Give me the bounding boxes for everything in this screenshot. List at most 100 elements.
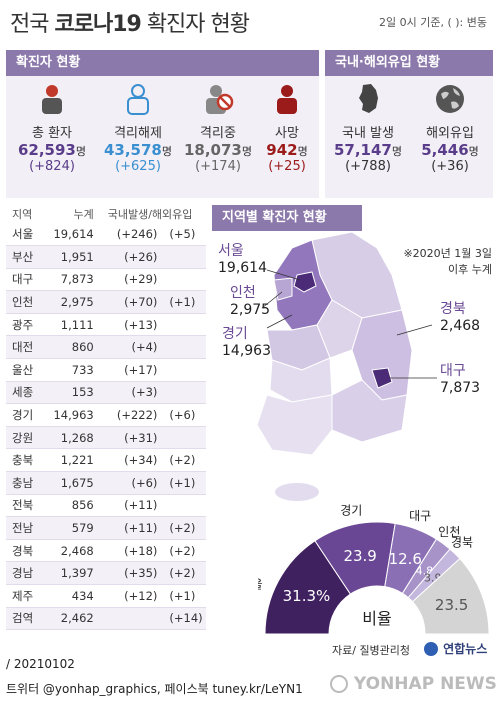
region-daegu	[371, 367, 393, 389]
table-row: 충북 1,221 (+34) (+2)	[6, 448, 206, 473]
total-cell: 14,963	[46, 403, 102, 427]
map-label-gyeongbuk: 경북 2,468	[440, 301, 481, 334]
korea-map	[256, 231, 437, 501]
ratio-slice-label: 31.3%	[283, 587, 331, 605]
domestic-cell: (+17)	[101, 358, 164, 382]
deceased-person-icon	[277, 85, 297, 114]
table-row: 전북 856 (+11)	[6, 494, 206, 518]
domestic-cell: (+222)	[101, 403, 164, 427]
total-cell: 153	[46, 381, 102, 405]
overseas-cell: (+2)	[163, 448, 206, 473]
total-cell: 1,397	[46, 561, 102, 585]
region-cell: 광주	[6, 313, 47, 337]
map-note: ※2020년 1월 3일 이후 누계	[403, 247, 492, 276]
ratio-slice-name: 경북	[451, 536, 473, 550]
total-cell: 856	[46, 494, 102, 518]
domestic-cell: (+6)	[101, 471, 164, 495]
region-jeonnam	[256, 394, 333, 456]
total-cell: 860	[46, 335, 102, 360]
map-label-seoul: 서울 19,614	[218, 243, 267, 276]
table-row: 서울 19,614 (+246) (+5)	[6, 223, 206, 247]
domestic-cell: (+11)	[101, 516, 164, 540]
region-cell: 부산	[6, 245, 47, 269]
region-cell: 경북	[6, 539, 47, 563]
ratio-slice-label: 12.6	[389, 550, 422, 568]
ratio-slice-name: 대구	[409, 509, 431, 523]
map-label-gyeonggi: 경기 14,963	[222, 326, 271, 359]
map-panel-header: 지역별 확진자 현황	[212, 205, 362, 231]
domestic-cell: (+246)	[101, 223, 164, 247]
ratio-slice-name: 인천	[438, 524, 460, 539]
domestic-cell: (+12)	[101, 584, 164, 608]
table-row: 충남 1,675 (+6) (+1)	[6, 471, 206, 495]
region-cell: 제주	[6, 584, 47, 608]
table-row: 대전 860 (+4)	[6, 335, 206, 360]
domestic-cell: (+35)	[101, 561, 164, 585]
table-row: 경기 14,963 (+222) (+6)	[6, 403, 206, 427]
ratio-slice-label: 23.5	[435, 596, 468, 614]
region-cell: 검역	[6, 607, 47, 631]
isolated-person-icon	[206, 85, 234, 114]
region-cell: 강원	[6, 426, 47, 450]
region-gyeongnam	[331, 379, 408, 443]
region-cell: 전북	[6, 494, 47, 518]
overseas-cell: (+14)	[163, 607, 206, 631]
globe-icon	[436, 85, 464, 113]
table-row: 경남 1,397 (+35) (+2)	[6, 561, 206, 585]
total-cell: 19,614	[46, 223, 102, 247]
overseas-cell	[163, 358, 206, 382]
region-cell: 세종	[6, 381, 47, 405]
table-row: 검역 2,462 (+14)	[6, 607, 206, 631]
total-cell: 7,873	[46, 268, 102, 292]
overseas-cell: (+1)	[163, 584, 206, 608]
overseas-cell: (+1)	[163, 290, 206, 314]
total-cell: 579	[46, 516, 102, 540]
table-row: 부산 1,951 (+26)	[6, 245, 206, 269]
map-label-daegu: 대구 7,873	[440, 363, 481, 396]
watermark-logo-icon	[330, 675, 348, 693]
region-cell: 울산	[6, 358, 47, 382]
table-row: 인천 2,975 (+70) (+1)	[6, 290, 206, 314]
brand: 연합뉴스	[424, 638, 487, 657]
import-panel-header: 국내·해외유입 현황	[325, 50, 493, 76]
korea-map-icon	[359, 84, 378, 113]
basis-note: 2일 0시 기준, ( ): 변동	[379, 16, 487, 29]
map-label-incheon: 인천 2,975	[230, 285, 271, 318]
col-change: 국내발생/해외유입	[107, 208, 193, 221]
overseas-cell: (+5)	[163, 223, 206, 247]
total-cell: 1,268	[46, 426, 102, 450]
ratio-slice-label: 23.9	[343, 547, 376, 565]
stat-released: 격리해제 43,578명 (+625)	[96, 82, 180, 174]
sns-handles: 트위터 @yonhap_graphics, 페이스북 tuney.kr/LeYN…	[6, 682, 303, 696]
watermark: YONHAP NEWS	[330, 674, 497, 694]
domestic-cell: (+3)	[101, 381, 164, 405]
table-row: 대구 7,873 (+29)	[6, 268, 206, 292]
page-title: 전국 코로나19 확진자 현황	[10, 12, 250, 37]
table-row: 세종 153 (+3)	[6, 381, 206, 405]
region-cell: 대전	[6, 335, 47, 360]
table-row: 울산 733 (+17)	[6, 358, 206, 382]
overseas-cell	[163, 313, 206, 337]
total-cell: 733	[46, 358, 102, 382]
confirmed-panel: 확진자 현황	[6, 50, 319, 198]
overseas-cell: (+1)	[163, 471, 206, 495]
total-cell: 1,111	[46, 313, 102, 337]
overseas-cell: (+2)	[163, 561, 206, 585]
import-panel: 국내·해외유입 현황	[325, 50, 493, 198]
overseas-cell	[163, 426, 206, 450]
col-region: 지역	[12, 208, 33, 221]
col-total: 누계	[73, 208, 94, 221]
total-cell: 2,975	[46, 290, 102, 314]
table-row: 경북 2,468 (+18) (+2)	[6, 539, 206, 563]
table-row: 강원 1,268 (+31)	[6, 426, 206, 450]
credit-date: / 20210102	[6, 657, 75, 671]
region-cell: 충북	[6, 448, 47, 473]
region-cell: 경남	[6, 561, 47, 585]
region-cell: 전남	[6, 516, 47, 540]
domestic-cell	[101, 607, 164, 631]
stat-deceased: 사망 942명 (+25)	[256, 82, 318, 174]
domestic-cell: (+4)	[101, 335, 164, 360]
domestic-cell: (+13)	[101, 313, 164, 337]
overseas-cell	[163, 335, 206, 360]
